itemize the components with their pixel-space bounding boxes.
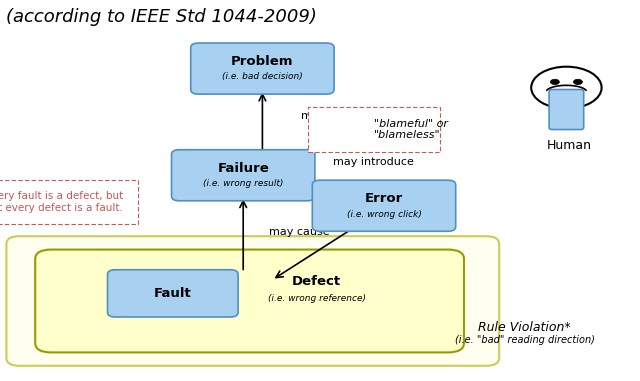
- Text: Defect: Defect: [292, 275, 341, 288]
- Text: Rule Violation*: Rule Violation*: [479, 321, 571, 334]
- FancyBboxPatch shape: [35, 250, 464, 352]
- FancyBboxPatch shape: [308, 107, 440, 152]
- Text: may introduce: may introduce: [333, 157, 413, 167]
- Text: may cause: may cause: [269, 227, 330, 237]
- Text: (i.e. wrong reference): (i.e. wrong reference): [268, 294, 366, 303]
- Text: may cause: may cause: [301, 111, 362, 121]
- Text: Failure: Failure: [218, 162, 269, 175]
- Text: "blameful" or
"blameless": "blameful" or "blameless": [374, 119, 449, 140]
- Text: Fault: Fault: [154, 287, 191, 300]
- Text: Problem: Problem: [231, 55, 294, 68]
- FancyBboxPatch shape: [6, 236, 499, 366]
- FancyBboxPatch shape: [108, 270, 238, 317]
- FancyBboxPatch shape: [549, 90, 584, 130]
- FancyBboxPatch shape: [172, 150, 315, 201]
- Circle shape: [573, 79, 582, 85]
- Text: (i.e. wrong click): (i.e. wrong click): [347, 210, 421, 219]
- Text: Every fault is a defect, but
not every defect is a fault.: Every fault is a defect, but not every d…: [0, 191, 124, 213]
- FancyBboxPatch shape: [312, 180, 456, 231]
- FancyBboxPatch shape: [0, 180, 138, 224]
- Circle shape: [531, 67, 602, 109]
- Text: (according to IEEE Std 1044-2009): (according to IEEE Std 1044-2009): [6, 8, 317, 26]
- Text: (i.e. bad decision): (i.e. bad decision): [222, 72, 303, 82]
- Circle shape: [550, 79, 559, 85]
- FancyBboxPatch shape: [191, 43, 334, 94]
- Text: (i.e. "bad" reading direction): (i.e. "bad" reading direction): [455, 335, 595, 345]
- Text: (i.e. wrong result): (i.e. wrong result): [203, 179, 284, 188]
- Text: Error: Error: [365, 192, 403, 205]
- Text: Human: Human: [547, 139, 592, 152]
